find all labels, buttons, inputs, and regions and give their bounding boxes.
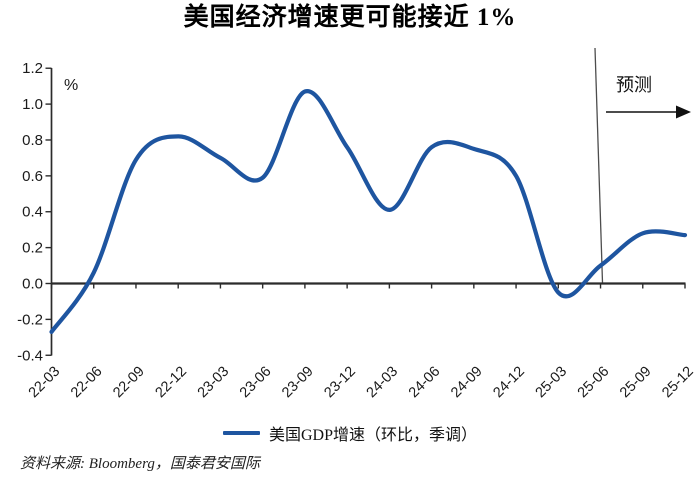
y-tick-label: 0.2 (22, 240, 43, 257)
x-tick-label: 24-09 (448, 364, 486, 402)
x-tick-label: 22-09 (110, 364, 148, 402)
x-axis-tick-labels: 22-03 22-06 22-09 22-12 23-03 23-06 23-09 23-12… (26, 364, 697, 402)
legend-label: 美国GDP增速（环比，季调） (268, 427, 477, 444)
x-tick-label: 22-06 (68, 364, 106, 402)
x-tick-label: 24-03 (364, 364, 402, 402)
y-axis-tick-labels: 1.2 1.0 0.8 0.6 0.4 0.2 0.0 -0.2 -0.4 (17, 60, 43, 364)
y-tick-label: 0.4 (22, 204, 43, 221)
forecast-label: 预测 (616, 75, 652, 95)
y-tick-label: 0.0 (22, 276, 43, 293)
x-tick-label: 25-09 (617, 364, 655, 402)
x-tick-label: 25-03 (533, 364, 571, 402)
y-axis-ticks (45, 67, 52, 356)
x-tick-label: 23-12 (321, 364, 359, 402)
x-tick-label: 23-03 (195, 364, 233, 402)
x-tick-label: 25-12 (659, 364, 697, 402)
y-tick-label: -0.4 (17, 347, 43, 364)
gdp-growth-series-line (49, 89, 688, 334)
legend-line-swatch (222, 431, 260, 435)
y-tick-label: 0.8 (22, 132, 43, 149)
x-tick-label: 23-06 (237, 364, 275, 402)
y-tick-label: -0.2 (17, 311, 43, 328)
x-tick-label: 24-06 (406, 364, 444, 402)
forecast-arrow-icon (606, 105, 691, 119)
y-tick-label: 1.2 (22, 60, 43, 77)
x-axis-ticks (50, 283, 686, 289)
forecast-divider-line (594, 47, 604, 283)
chart-title: 美国经济增速更可能接近 1% (183, 4, 517, 31)
y-axis-unit-label: % (64, 77, 78, 94)
x-tick-label: 22-03 (26, 364, 64, 402)
x-tick-label: 22-12 (152, 364, 190, 402)
source-note: 资料来源: Bloomberg，国泰君安国际 (20, 456, 260, 472)
legend: 美国GDP增速（环比，季调） (0, 421, 700, 445)
x-tick-label: 25-06 (575, 364, 613, 402)
x-tick-label: 24-12 (490, 364, 528, 402)
y-tick-label: 1.0 (22, 96, 43, 113)
x-tick-label: 23-09 (279, 364, 317, 402)
y-tick-label: 0.6 (22, 168, 43, 185)
